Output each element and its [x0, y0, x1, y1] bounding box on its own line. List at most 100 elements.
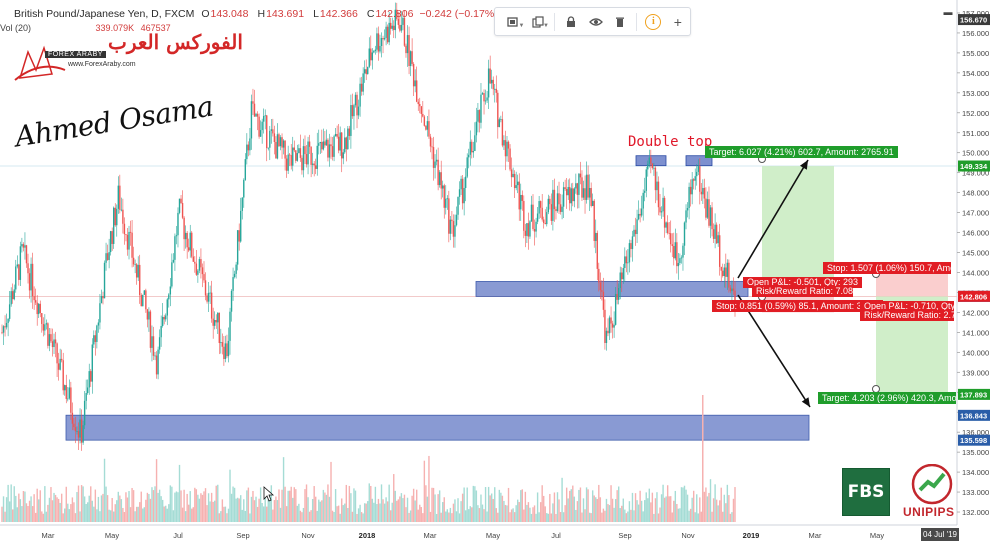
volume-bar — [406, 497, 409, 522]
volume-bar — [611, 498, 614, 522]
volume-bar — [650, 502, 652, 522]
volume-bar — [601, 512, 603, 522]
long-profit-zone[interactable] — [762, 166, 834, 297]
volume-bar — [400, 493, 403, 522]
volume-bar — [726, 484, 729, 522]
symbol-title[interactable]: British Pound/Japanese Yen, D, FXCM — [14, 8, 195, 20]
add-button[interactable]: + — [666, 11, 690, 33]
candle-body — [648, 157, 651, 164]
price-tick-label: 152.000 — [962, 109, 989, 118]
candle-body — [235, 264, 237, 274]
volume-bar — [148, 494, 150, 522]
time-axis[interactable]: Mar May Jul Sep Nov 2018 Mar May Jul Sep Nov 2019 Ma… — [0, 524, 957, 540]
volume-bar — [731, 512, 733, 522]
volume-bar — [416, 489, 418, 522]
volume-bar — [552, 503, 554, 522]
support-zone[interactable] — [65, 414, 810, 441]
volume-bar — [468, 509, 470, 522]
volume-bar — [591, 490, 594, 522]
bullish-arrow[interactable] — [737, 159, 809, 279]
candle-body — [325, 139, 328, 146]
volume-bar — [653, 513, 655, 522]
candle-body — [269, 130, 271, 148]
candle-body — [422, 113, 424, 117]
candle-body — [152, 336, 155, 356]
volume-bar — [455, 511, 458, 522]
volume-bar — [380, 484, 383, 522]
volume-bar — [478, 508, 481, 522]
candle-body — [567, 187, 569, 196]
price-label-bg — [958, 434, 990, 446]
volume-bar — [527, 502, 530, 522]
volume-bar — [57, 498, 60, 522]
candle-body — [362, 73, 364, 92]
volume-bar — [298, 503, 300, 522]
volume-bar — [408, 512, 410, 522]
volume-bar — [464, 510, 467, 522]
volume-bar — [25, 503, 28, 522]
candle-body — [284, 140, 286, 159]
candle-body — [634, 229, 637, 235]
candle-body — [51, 341, 54, 348]
visibility-button[interactable] — [583, 11, 607, 33]
double-top-right-box[interactable] — [685, 155, 713, 167]
volume-bar — [108, 509, 110, 522]
volume-bar — [636, 500, 638, 522]
chart-settings-button[interactable]: ▬ — [940, 7, 956, 17]
volume-bar — [204, 488, 207, 522]
candle-body — [489, 68, 491, 84]
volume-bar — [711, 511, 713, 522]
info-button[interactable]: i — [641, 11, 665, 33]
clone-button[interactable]: ▼ — [525, 11, 549, 33]
candle-body — [42, 323, 45, 331]
price-axis[interactable]: 157.000 156.000 155.000 154.000 153.000 152.0… — [957, 9, 990, 517]
volume-bar — [331, 510, 334, 522]
volume-bar — [383, 503, 386, 522]
candle-body — [88, 371, 90, 388]
volume-bar — [129, 507, 132, 522]
volume-bar — [151, 487, 153, 522]
candle-body — [116, 208, 118, 226]
volume-bar — [354, 490, 357, 522]
candle-body — [527, 223, 530, 237]
candle-body — [122, 209, 124, 224]
volume-bar — [394, 490, 396, 522]
volume-bar — [212, 501, 214, 522]
volume-bar — [659, 507, 661, 522]
time-tick-label: Mar — [809, 531, 822, 540]
candle-body — [79, 419, 81, 438]
template-button[interactable]: ▼ — [501, 11, 525, 33]
volume-bar — [194, 487, 196, 522]
resistance-zone[interactable] — [475, 281, 749, 297]
volume-bar — [16, 507, 19, 522]
candle-body — [298, 148, 300, 154]
volume-bar — [732, 498, 735, 522]
candle-body — [195, 263, 198, 275]
candle-body — [469, 141, 471, 155]
volume-legend[interactable]: Vol (20) 339.079K 467537 — [0, 23, 171, 33]
candle-body — [686, 208, 689, 211]
bearish-arrow[interactable] — [737, 294, 811, 408]
delete-button[interactable] — [608, 11, 632, 33]
candle-body — [142, 294, 144, 307]
time-tick-label: 2018 — [359, 531, 376, 540]
price-label-bg — [958, 160, 990, 172]
candle-body — [530, 204, 533, 222]
candle-body — [570, 188, 572, 204]
candle-body — [276, 134, 279, 159]
volume-bar — [74, 513, 77, 522]
long-stop-label: Stop: 0.851 (0.59%) 85.1, Amount: 392.6 — [712, 300, 884, 312]
volume-bar — [45, 511, 48, 522]
candle-body — [569, 187, 571, 204]
volume-bar — [261, 502, 263, 522]
volume-bar — [258, 498, 260, 522]
time-tick-label: Nov — [681, 531, 695, 540]
candle-body — [60, 358, 63, 361]
candle-body — [305, 154, 308, 165]
volume-bar — [73, 502, 75, 522]
lock-button[interactable] — [559, 11, 583, 33]
volume-bar — [100, 495, 103, 522]
candle-body — [34, 300, 37, 303]
